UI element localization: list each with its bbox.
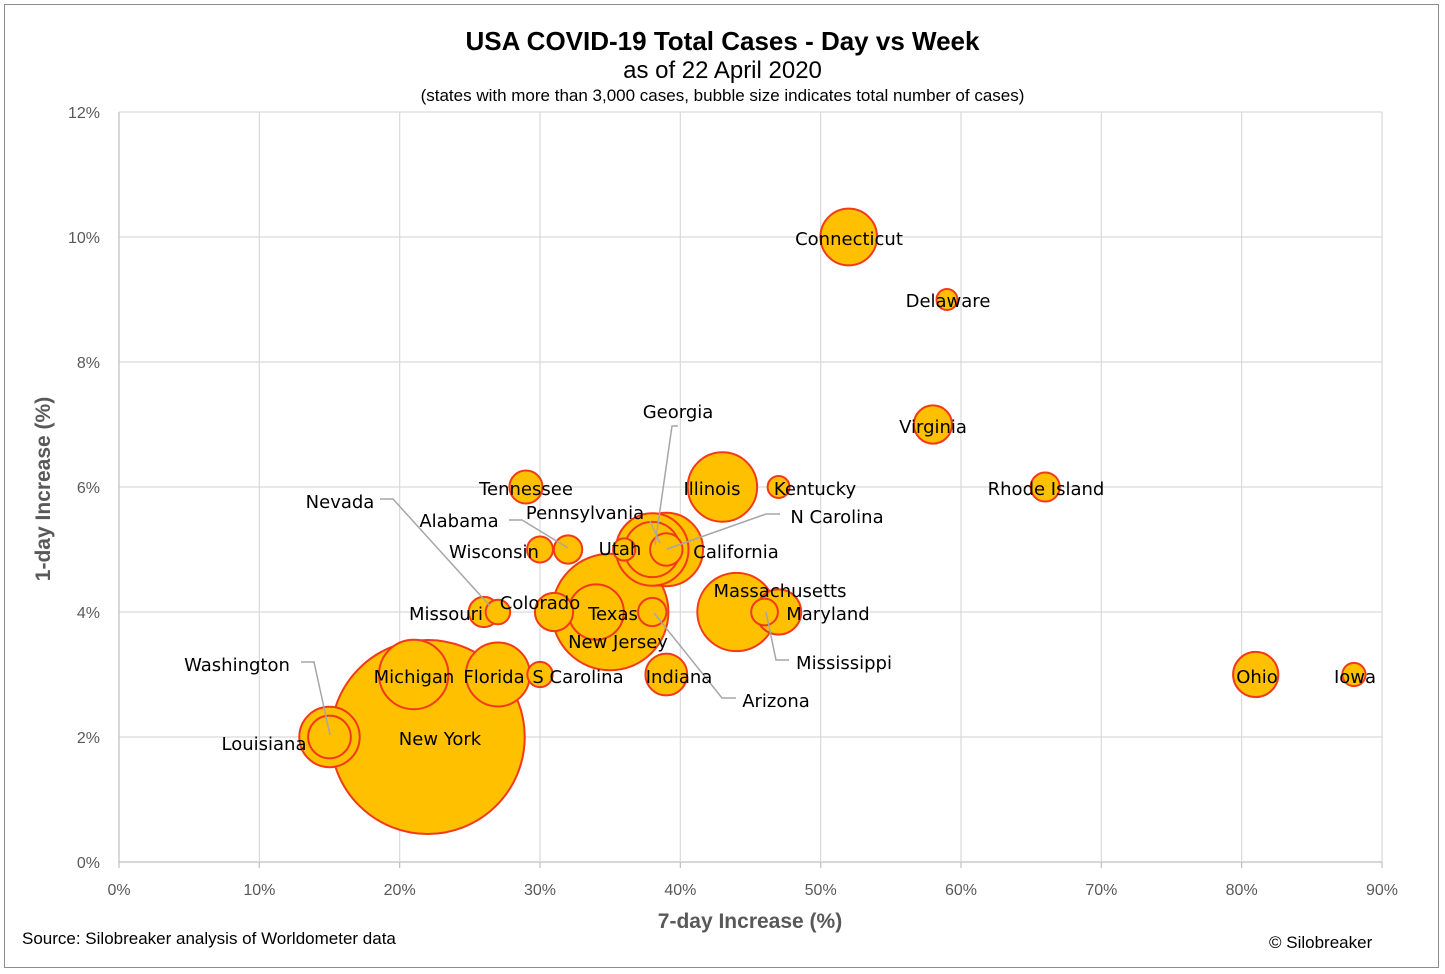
bubble-alabama [552, 534, 584, 565]
leader-line-mississippi [765, 611, 789, 661]
data-label-new-york: New York [399, 729, 482, 750]
data-label-tennessee: Tennessee [478, 479, 573, 500]
data-label-indiana: Indiana [646, 667, 713, 688]
axis-ticks: 0% 2% 4% 6% 8% 10% 12% 0% 10% 20% 30% 40% 50% 60% 70% 8… [68, 105, 1398, 899]
gridlines [118, 111, 1383, 868]
bubble-mississippi [750, 597, 779, 627]
data-label-rhode-island: Rhode Island [988, 479, 1105, 500]
data-label-ohio: Ohio [1236, 667, 1278, 688]
bubble-tennessee [508, 469, 544, 505]
x-tick-label: 50% [805, 882, 837, 899]
bubble-rhode-island [1029, 471, 1061, 503]
y-tick-label: 2% [77, 730, 100, 747]
data-label-mississippi: Mississippi [796, 653, 892, 674]
leader-line-georgia [654, 425, 678, 546]
leader-line-alabama [509, 519, 569, 549]
data-label-wisconsin: Wisconsin [449, 542, 539, 563]
data-label-arizona: Arizona [742, 691, 810, 712]
data-label-n-carolina: N Carolina [790, 507, 883, 528]
bubble-virginia [912, 404, 954, 445]
data-label-virginia: Virginia [899, 417, 967, 438]
bubble-n-carolina [649, 532, 684, 567]
x-tick-label: 90% [1366, 882, 1398, 899]
bubble-colorado [533, 591, 575, 633]
data-label-michigan: Michigan [374, 667, 455, 688]
y-tick-label: 6% [77, 480, 100, 497]
bubble-kentucky [766, 475, 791, 499]
y-tick-label: 4% [77, 605, 100, 622]
x-tick-label: 30% [524, 882, 556, 899]
data-label-nevada: Nevada [306, 492, 375, 513]
bubble-arizona [637, 596, 668, 628]
data-label-louisiana: Louisiana [222, 734, 307, 755]
data-label-kentucky: Kentucky [774, 479, 857, 500]
leader-line-pennsylvania [649, 520, 661, 544]
bubble-washington [307, 714, 352, 760]
bubble-ohio [1232, 650, 1280, 699]
source-note: Source: Silobreaker analysis of Worldome… [22, 929, 396, 948]
data-label-utah: Utah [599, 539, 642, 560]
x-tick-label: 80% [1226, 882, 1258, 899]
bubble-utah [612, 537, 637, 562]
data-label-massachusetts: Massachusetts [713, 581, 846, 602]
bubbles [298, 207, 1367, 835]
bubble-connecticut [819, 207, 879, 267]
data-label-illinois: Illinois [683, 479, 740, 500]
leader-line-nevada [380, 498, 491, 607]
chart-title: USA COVID-19 Total Cases - Day vs Week [465, 26, 980, 56]
chart-subtitle: as of 22 April 2020 [623, 57, 822, 84]
x-tick-label: 70% [1085, 882, 1117, 899]
bubble-s-carolina [526, 660, 554, 689]
x-tick-label: 20% [384, 882, 416, 899]
x-tick-label: 40% [664, 882, 696, 899]
data-label-new-jersey: New Jersey [568, 632, 668, 653]
leader-line-arizona [653, 612, 736, 699]
data-label-texas: Texas [587, 604, 638, 625]
data-label-maryland: Maryland [786, 604, 869, 625]
y-tick-label: 10% [68, 230, 100, 247]
x-tick-label: 0% [107, 882, 130, 899]
chart-note: (states with more than 3,000 cases, bubb… [420, 86, 1025, 105]
bubble-michigan [378, 638, 450, 711]
bubble-iowa [1341, 661, 1367, 688]
data-label-colorado: Colorado [500, 593, 580, 614]
data-label-delaware: Delaware [906, 291, 991, 312]
y-tick-label: 0% [77, 855, 100, 872]
data-label-florida: Florida [463, 667, 524, 688]
y-tick-label: 12% [68, 105, 100, 122]
y-axis-label: 1-day Increase (%) [32, 396, 55, 582]
data-labels: New York New Jersey Massachusetts Californi… [184, 229, 1376, 755]
data-label-missouri: Missouri [409, 604, 483, 625]
data-label-pennsylvania: Pennsylvania [526, 503, 644, 524]
data-label-s-carolina: S Carolina [532, 667, 623, 688]
data-label-alabama: Alabama [419, 511, 498, 532]
data-label-washington: Washington [184, 655, 290, 676]
data-label-california: California [693, 542, 778, 563]
leader-lines [301, 425, 789, 736]
bubble-delaware [935, 288, 959, 311]
leader-line-washington [301, 661, 331, 736]
leader-line-n-carolina [666, 513, 780, 550]
bubble-nevada [484, 598, 512, 626]
data-label-iowa: Iowa [1334, 667, 1376, 688]
x-tick-label: 10% [243, 882, 275, 899]
bubble-illinois [686, 451, 759, 523]
copyright-note: © Silobreaker [1269, 933, 1373, 952]
y-tick-label: 8% [77, 355, 100, 372]
x-tick-label: 60% [945, 882, 977, 899]
bubble-indiana [644, 652, 689, 697]
x-axis-label: 7-day Increase (%) [657, 910, 843, 933]
data-label-connecticut: Connecticut [795, 229, 903, 250]
bubble-wisconsin [526, 535, 554, 564]
data-label-georgia: Georgia [643, 402, 714, 423]
